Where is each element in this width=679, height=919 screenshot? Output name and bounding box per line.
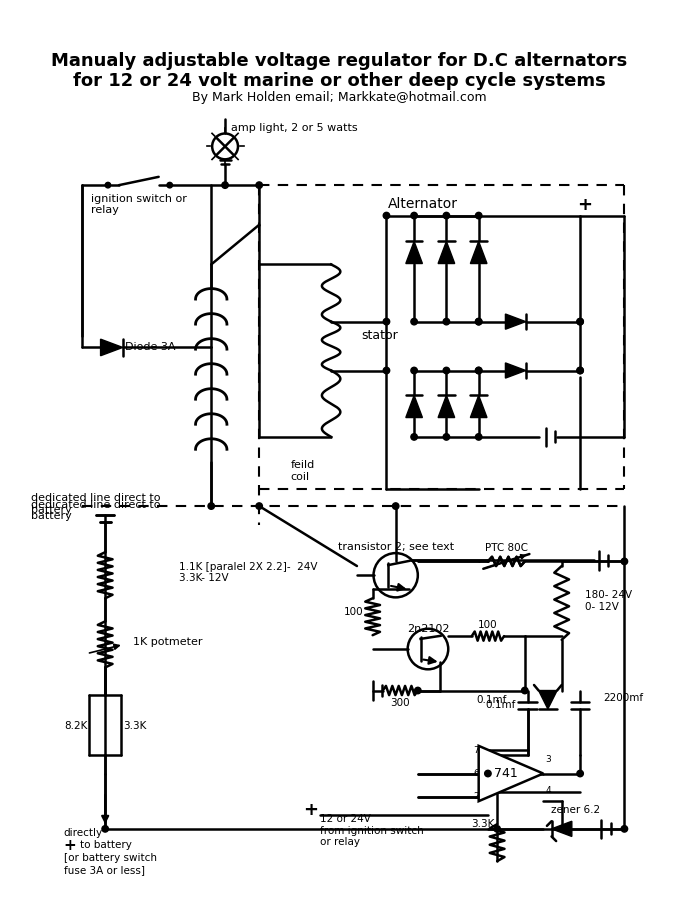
Text: Alternator: Alternator [388, 197, 458, 210]
Text: Diode 3A: Diode 3A [126, 343, 176, 353]
Circle shape [411, 434, 418, 440]
Text: +: + [304, 801, 318, 820]
Text: 2n2102: 2n2102 [407, 624, 449, 634]
Text: 0.1mf: 0.1mf [485, 700, 515, 710]
Circle shape [475, 368, 482, 374]
Text: +: + [64, 838, 77, 853]
Polygon shape [406, 395, 422, 417]
Text: 2200mf: 2200mf [603, 693, 643, 703]
Circle shape [411, 368, 418, 374]
Polygon shape [505, 314, 526, 329]
Circle shape [208, 503, 215, 509]
Text: By Mark Holden email; Markkate@hotmail.com: By Mark Holden email; Markkate@hotmail.c… [192, 91, 487, 104]
Text: 1K potmeter: 1K potmeter [133, 637, 202, 647]
Circle shape [102, 825, 109, 832]
Circle shape [443, 368, 449, 374]
Text: 12 or 24V
from ignition switch
or relay: 12 or 24V from ignition switch or relay [320, 814, 424, 847]
Polygon shape [438, 242, 455, 264]
Circle shape [521, 687, 528, 694]
Text: ignition switch or
relay: ignition switch or relay [92, 194, 187, 215]
Text: 1.1K [paralel 2X 2.2]-  24V
3.3K- 12V: 1.1K [paralel 2X 2.2]- 24V 3.3K- 12V [179, 562, 318, 584]
Circle shape [167, 182, 172, 187]
Text: 100: 100 [478, 620, 498, 630]
Circle shape [222, 182, 228, 188]
Text: 6: 6 [473, 769, 479, 778]
Text: dedicated line direct to
battery: dedicated line direct to battery [31, 494, 161, 515]
Text: +: + [577, 196, 592, 213]
Circle shape [411, 212, 418, 219]
Circle shape [475, 434, 482, 440]
Circle shape [621, 825, 627, 832]
Text: 100: 100 [344, 607, 363, 618]
Circle shape [383, 368, 390, 374]
Circle shape [577, 318, 583, 324]
Circle shape [494, 825, 500, 832]
Circle shape [256, 503, 262, 509]
Circle shape [256, 182, 262, 188]
Circle shape [392, 503, 399, 509]
Text: 3.3K: 3.3K [472, 819, 495, 829]
Circle shape [485, 770, 491, 777]
Text: PTC 80C: PTC 80C [485, 542, 528, 552]
Text: 8.2K: 8.2K [65, 720, 88, 731]
Circle shape [411, 318, 418, 324]
Circle shape [475, 368, 482, 374]
Text: 741: 741 [494, 767, 518, 780]
Polygon shape [538, 690, 557, 709]
Polygon shape [471, 395, 487, 417]
Circle shape [577, 770, 583, 777]
Text: transistor 2; see text: transistor 2; see text [337, 541, 454, 551]
Text: 3: 3 [545, 755, 551, 765]
Text: for 12 or 24 volt marine or other deep cycle systems: for 12 or 24 volt marine or other deep c… [73, 72, 606, 90]
Text: 0.1mf: 0.1mf [476, 695, 507, 705]
Circle shape [577, 368, 583, 374]
Circle shape [577, 368, 583, 374]
Text: feild
coil: feild coil [291, 460, 315, 482]
Circle shape [577, 318, 583, 324]
Polygon shape [406, 242, 422, 264]
Polygon shape [551, 822, 572, 836]
Text: amp light, 2 or 5 watts: amp light, 2 or 5 watts [231, 123, 358, 133]
Circle shape [105, 182, 111, 187]
Circle shape [475, 318, 482, 324]
Polygon shape [438, 395, 455, 417]
Circle shape [443, 318, 449, 324]
Text: 300: 300 [390, 698, 410, 708]
Circle shape [383, 318, 390, 324]
Circle shape [443, 434, 449, 440]
Text: 180- 24V
0- 12V: 180- 24V 0- 12V [585, 590, 632, 612]
Polygon shape [471, 242, 487, 264]
Polygon shape [479, 746, 543, 801]
Text: fuse 3A or less]: fuse 3A or less] [64, 866, 145, 876]
Text: zener 6.2: zener 6.2 [551, 805, 600, 815]
Text: 2: 2 [473, 792, 479, 801]
Circle shape [443, 212, 449, 219]
Polygon shape [505, 363, 526, 378]
Circle shape [475, 212, 482, 219]
Text: directly: directly [64, 828, 103, 838]
Text: stator: stator [361, 329, 399, 342]
Polygon shape [100, 339, 123, 356]
Text: [or battery switch: [or battery switch [64, 854, 157, 863]
Text: dedicated line direct to
battery: dedicated line direct to battery [31, 500, 161, 521]
Circle shape [415, 687, 421, 694]
Text: to battery: to battery [80, 841, 132, 850]
Text: 7: 7 [473, 746, 479, 755]
Circle shape [475, 318, 482, 324]
Circle shape [621, 558, 627, 564]
Text: 4: 4 [545, 786, 551, 795]
Text: 3.3K: 3.3K [123, 720, 146, 731]
Text: Manualy adjustable voltage regulator for D.C alternators: Manualy adjustable voltage regulator for… [52, 51, 627, 70]
Circle shape [383, 212, 390, 219]
